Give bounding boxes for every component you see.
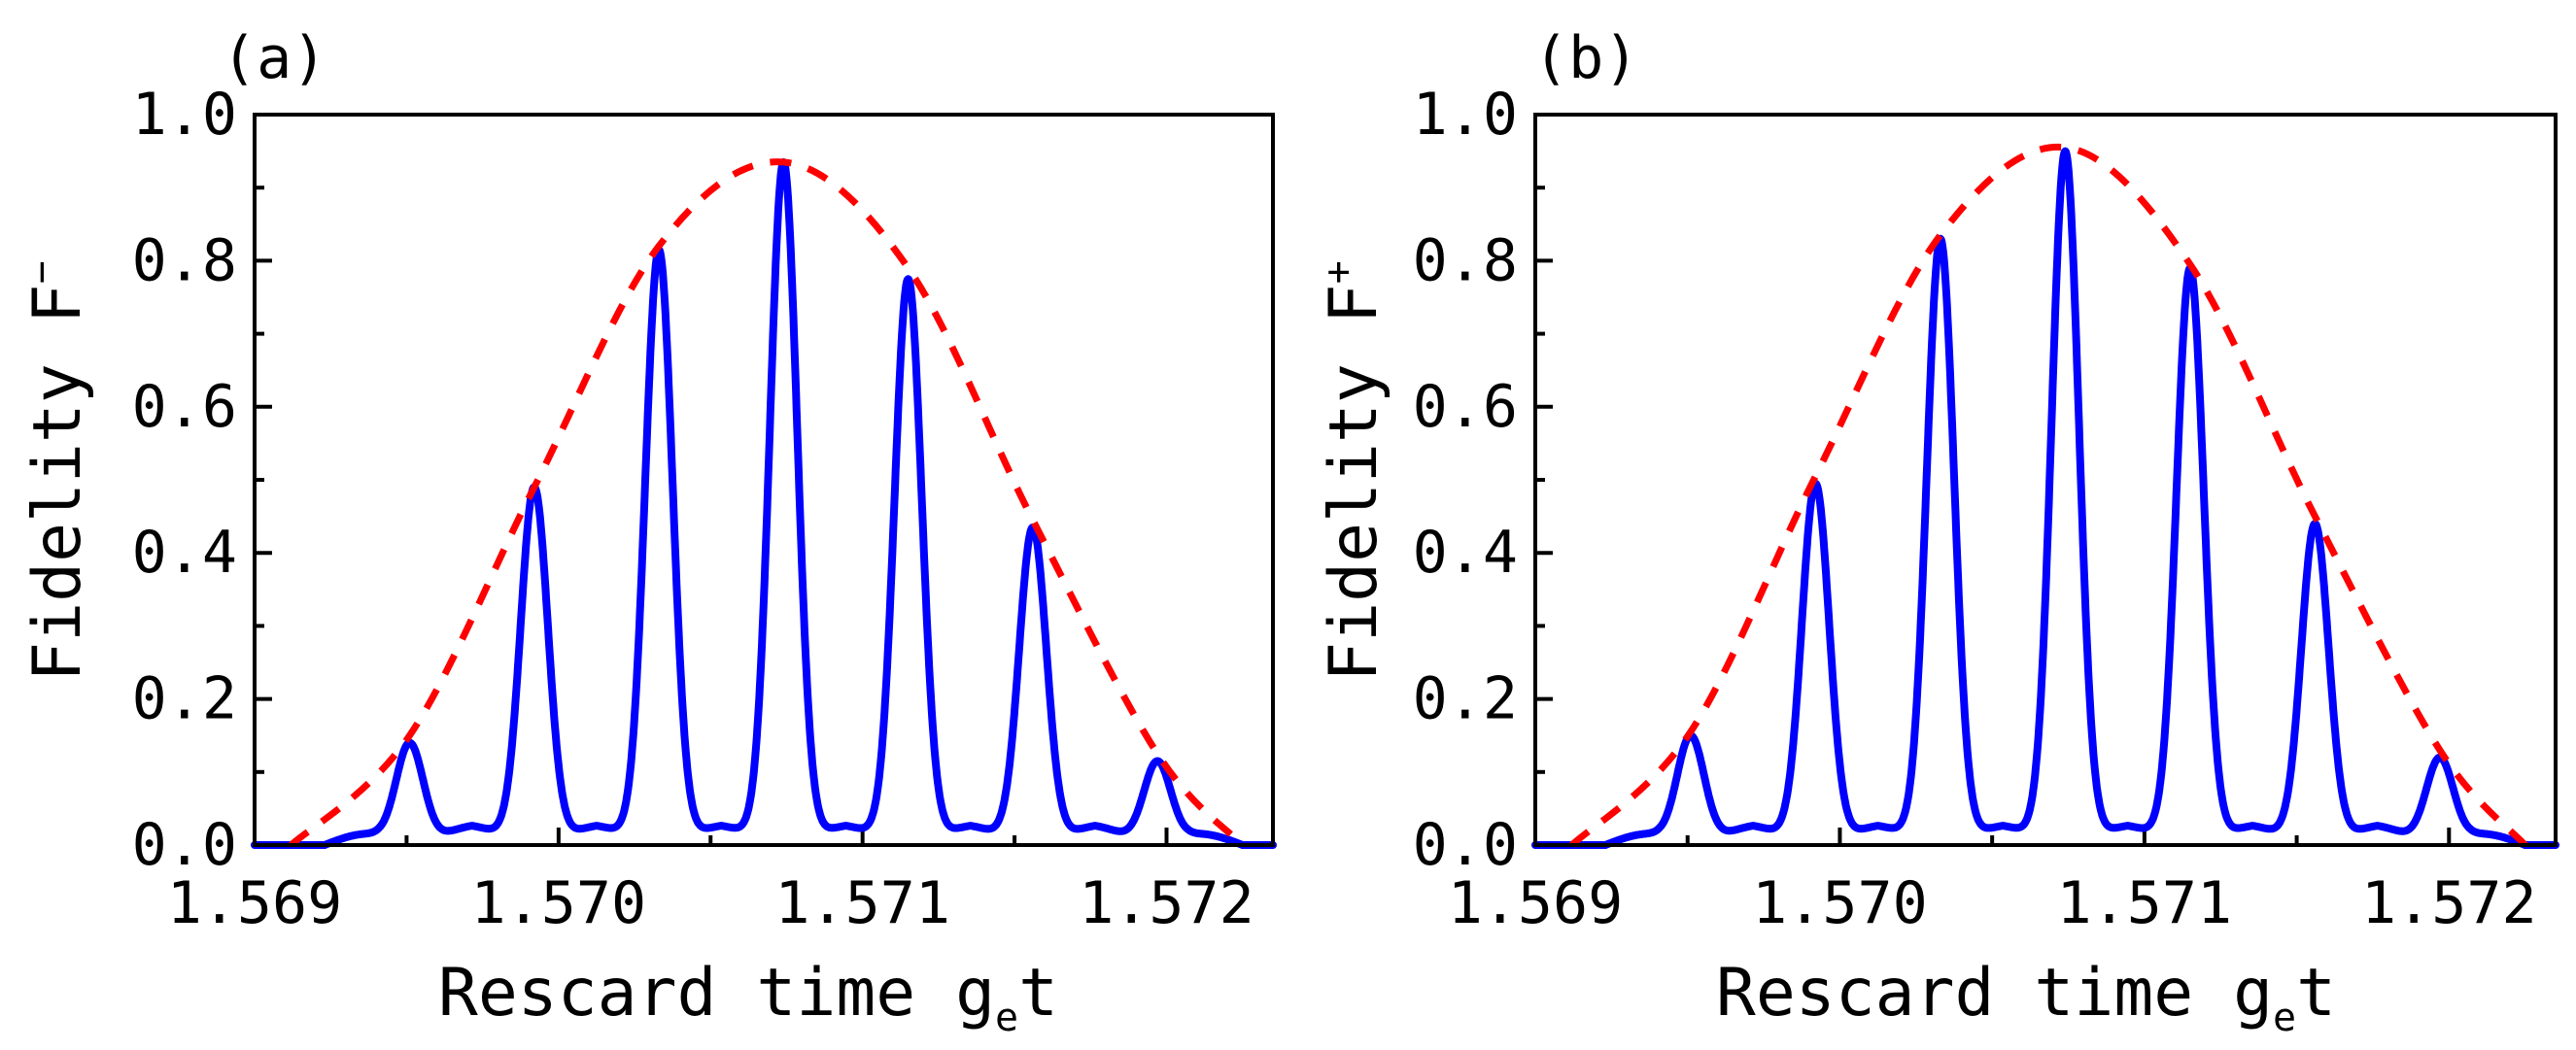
y-tick-label: 0.8 [1413, 226, 1518, 294]
fidelity-curve [1601, 147, 2529, 849]
x-tick-label: 1.572 [2361, 869, 2537, 937]
y-tick-label: 0.4 [1413, 519, 1518, 587]
x-axis-label: Rescard time get [438, 955, 1058, 1040]
x-tick-label: 1.569 [167, 869, 343, 937]
y-tick-label: 0.6 [132, 373, 237, 441]
y-tick-label: 0.6 [1413, 373, 1518, 441]
y-tick-label: 0.0 [132, 811, 237, 879]
envelope-curve [289, 158, 1246, 848]
y-tick-label: 0.4 [132, 519, 237, 587]
panel-a: (a) Fidelity F− Rescard time get 1.569 1.… [19, 24, 1277, 1040]
plot-frame [1533, 113, 2558, 847]
x-tick-label: 1.571 [2057, 869, 2233, 937]
panel-b: (b) Fidelity F+ Rescard time get 1.569 1.… [1316, 24, 2559, 1040]
panel-label: (b) [1533, 24, 1638, 92]
x-axis-label: Rescard time get [1716, 955, 2336, 1040]
x-tick-label: 1.570 [1752, 869, 1928, 937]
y-tick-label: 0.8 [132, 226, 237, 294]
x-tick-label: 1.569 [1448, 869, 1624, 937]
x-tick-label: 1.571 [774, 869, 950, 937]
y-tick-label: 0.2 [132, 665, 237, 733]
plot-frame [253, 113, 1275, 847]
panel-label: (a) [222, 24, 326, 92]
x-tick-label: 1.572 [1079, 869, 1254, 937]
y-axis-label: Fidelity F− [19, 260, 96, 682]
y-tick-label: 1.0 [132, 81, 237, 149]
envelope-curve [1569, 143, 2528, 848]
y-axis-label: Fidelity F+ [1316, 260, 1392, 682]
y-tick-label: 0.2 [1413, 665, 1518, 733]
y-tick-label: 0.0 [1413, 811, 1518, 879]
x-tick-label: 1.570 [471, 869, 647, 937]
y-tick-label: 1.0 [1413, 81, 1518, 149]
fidelity-curve [321, 157, 1247, 849]
